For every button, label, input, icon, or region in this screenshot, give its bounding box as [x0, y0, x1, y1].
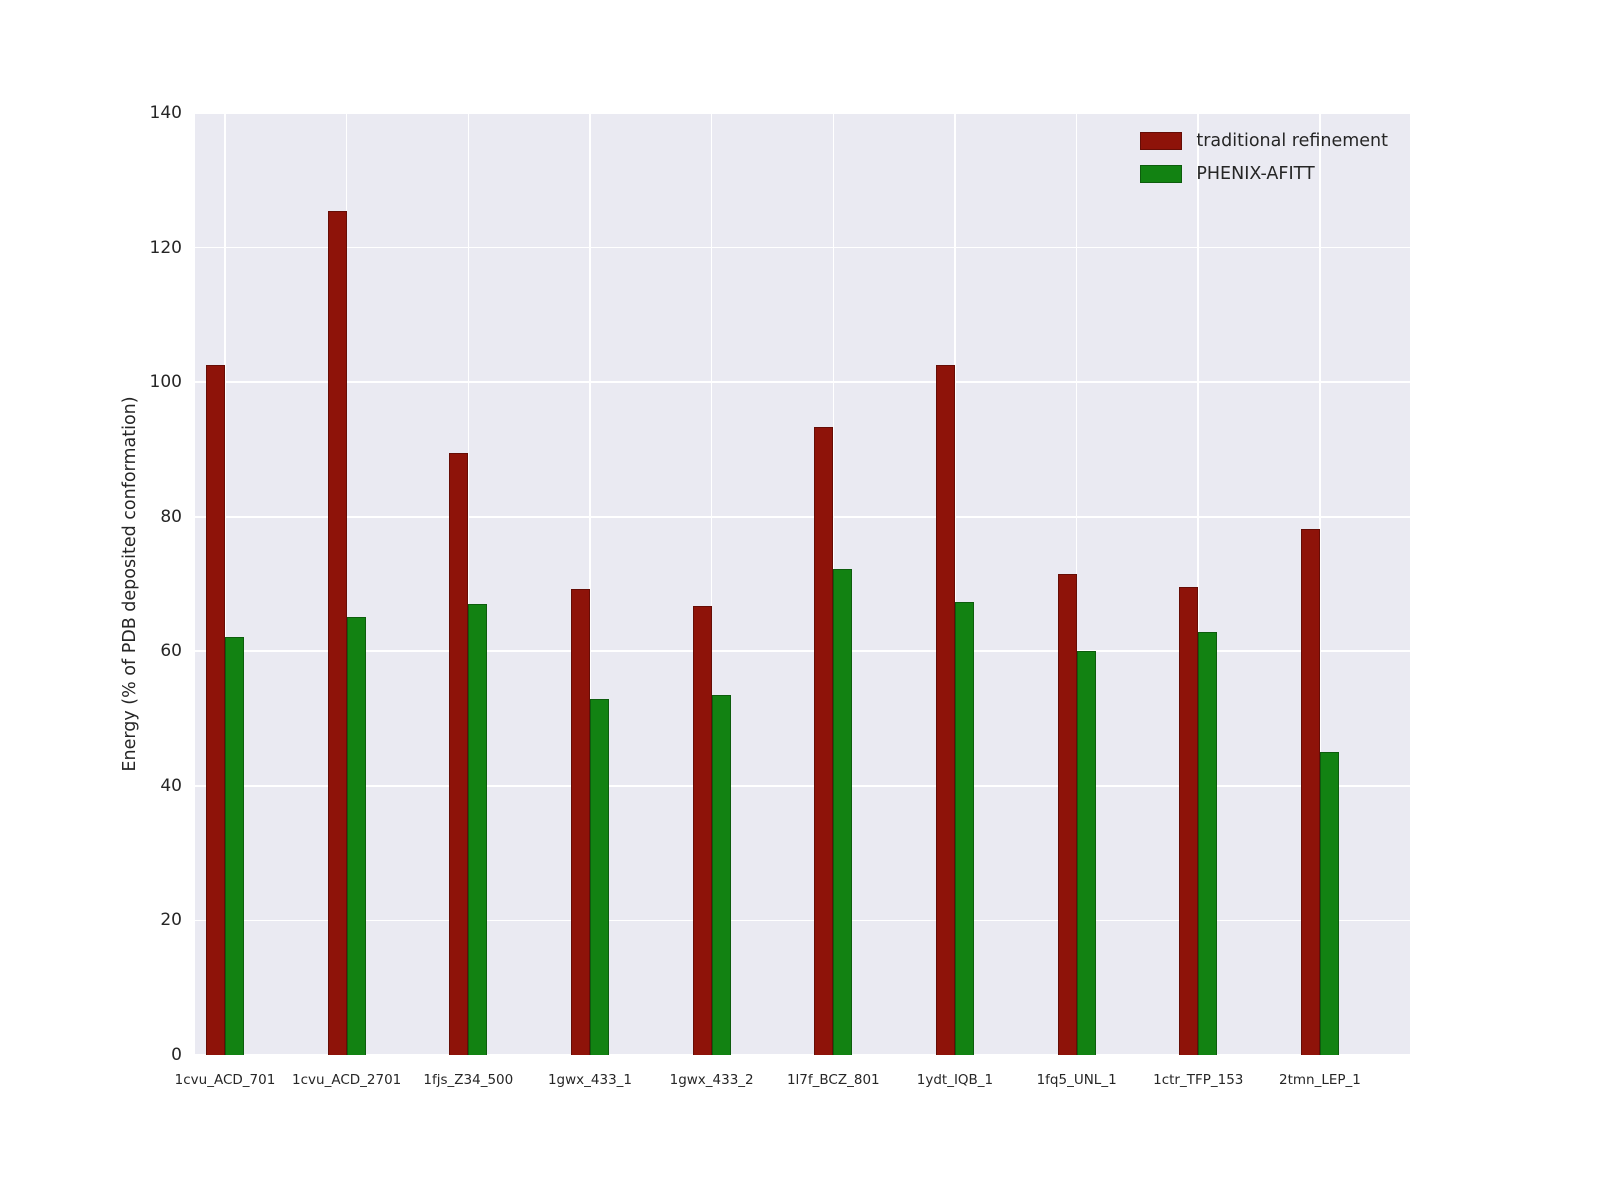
- bar-traditional-refinement: [570, 588, 590, 1055]
- h-gridline: [195, 1054, 1410, 1056]
- bar-traditional-refinement: [206, 365, 225, 1055]
- v-gridline: [467, 113, 470, 1055]
- legend-swatch-green-icon: [1140, 165, 1183, 183]
- x-tick-label: 1gwx_433_2: [669, 1072, 754, 1088]
- bar-traditional-refinement: [1057, 573, 1077, 1055]
- legend: traditional refinement PHENIX-AFITT: [1140, 131, 1388, 184]
- y-tick-label: 60: [160, 641, 182, 662]
- h-gridline: [195, 381, 1410, 383]
- h-gridline: [195, 650, 1410, 653]
- plot-area: traditional refinement PHENIX-AFITT: [195, 112, 1410, 1056]
- legend-label: PHENIX-AFITT: [1196, 164, 1315, 184]
- bar-phenix-afitt: [468, 604, 488, 1055]
- legend-swatch-red-icon: [1140, 132, 1183, 150]
- legend-item-traditional-refinement: traditional refinement: [1140, 131, 1388, 151]
- v-gridline: [710, 113, 713, 1055]
- y-tick-label: 100: [149, 372, 182, 393]
- h-gridline: [195, 919, 1410, 922]
- v-gridline: [345, 113, 348, 1055]
- bar-phenix-afitt: [711, 695, 731, 1055]
- v-gridline: [1075, 113, 1078, 1055]
- bar-phenix-afitt: [833, 568, 853, 1055]
- bar-phenix-afitt: [1319, 751, 1339, 1055]
- y-tick-label: 40: [160, 775, 182, 796]
- h-gridline: [195, 246, 1410, 249]
- bar-traditional-refinement: [1179, 586, 1199, 1055]
- x-tick-label: 2tmn_LEP_1: [1279, 1072, 1361, 1088]
- x-tick-label: 1fq5_UNL_1: [1036, 1072, 1117, 1088]
- bar-traditional-refinement: [449, 453, 469, 1055]
- bar-traditional-refinement: [327, 210, 347, 1055]
- bar-traditional-refinement: [1300, 528, 1320, 1055]
- y-tick-label: 80: [160, 506, 182, 527]
- legend-item-phenix-afitt: PHENIX-AFITT: [1140, 164, 1388, 184]
- bar-phenix-afitt: [225, 637, 244, 1055]
- legend-label: traditional refinement: [1196, 131, 1388, 151]
- x-tick-label: 1l7f_BCZ_801: [786, 1072, 880, 1088]
- bar-phenix-afitt: [1076, 650, 1096, 1055]
- x-tick-label: 1gwx_433_1: [547, 1072, 632, 1088]
- y-tick-label: 0: [171, 1045, 182, 1065]
- h-gridline: [195, 785, 1410, 787]
- v-gridline: [1197, 113, 1200, 1055]
- x-tick-label: 1cvu_ACD_2701: [292, 1072, 402, 1088]
- x-tick-label: 1ydt_IQB_1: [916, 1072, 994, 1088]
- bar-phenix-afitt: [589, 699, 609, 1055]
- bar-phenix-afitt: [1198, 631, 1218, 1055]
- v-gridline: [954, 113, 956, 1055]
- bar-phenix-afitt: [346, 616, 366, 1055]
- v-gridline: [589, 113, 591, 1055]
- h-gridline: [195, 112, 1410, 114]
- bar-traditional-refinement: [935, 365, 955, 1055]
- y-tick-label: 20: [160, 910, 182, 931]
- x-tick-label: 1ctr_TFP_153: [1153, 1072, 1244, 1088]
- x-tick-label: 1cvu_ACD_701: [174, 1072, 276, 1088]
- y-axis-label: Energy (% of PDB deposited conformation): [120, 396, 140, 772]
- h-gridline: [195, 515, 1410, 518]
- x-tick-label: 1fjs_Z34_500: [423, 1072, 514, 1088]
- bar-traditional-refinement: [814, 426, 834, 1055]
- bar-phenix-afitt: [954, 602, 974, 1055]
- y-tick-label: 120: [149, 237, 182, 258]
- bar-traditional-refinement: [692, 606, 712, 1055]
- y-tick-label: 140: [149, 103, 182, 123]
